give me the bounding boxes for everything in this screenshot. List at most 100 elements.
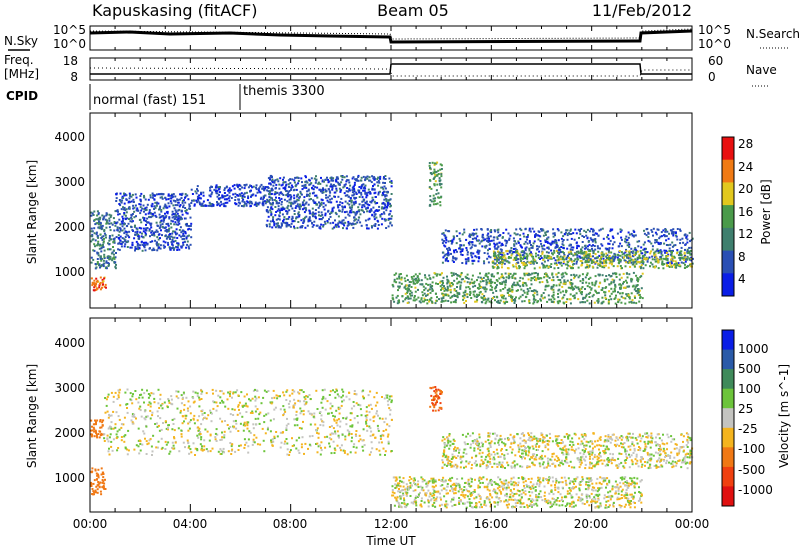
data-cell [125,208,128,211]
data-cell [644,258,647,261]
data-cell [237,198,240,201]
data-cell [213,188,216,191]
data-cell [476,287,479,289]
data-cell [101,214,104,217]
data-cell [172,204,175,207]
data-cell [509,249,512,252]
data-cell [671,251,673,253]
data-cell [118,248,121,251]
data-cell [108,213,111,216]
data-cell [150,222,153,225]
data-cell [665,256,668,259]
data-cell [272,184,275,187]
data-cell [377,176,380,179]
data-cell [101,481,104,484]
data-cell [362,183,365,186]
data-cell [439,273,441,276]
data-cell [353,188,356,190]
data-cell [630,300,633,303]
data-cell [517,289,519,292]
data-cell [169,222,172,225]
data-cell [95,433,98,436]
data-cell [546,281,549,284]
data-cell [565,291,568,294]
data-cell [90,235,93,238]
data-cell [199,197,202,200]
data-cell [249,399,252,402]
data-cell [307,193,310,196]
data-cell [607,266,610,269]
data-cell [552,276,555,279]
data-cell [291,202,294,205]
data-cell [618,258,621,261]
data-cell [459,248,462,251]
data-cell [95,283,98,285]
data-cell [185,396,188,399]
data-cell [119,239,122,242]
data-cell [584,254,587,257]
data-cell [454,299,457,301]
data-cell [156,410,159,413]
data-cell [634,286,637,289]
data-cell [661,254,664,257]
data-cell [180,235,183,238]
data-cell [358,209,361,212]
data-cell [508,256,510,258]
data-cell [690,257,693,260]
data-cell [613,241,616,244]
data-cell [517,240,520,243]
data-cell [599,261,602,264]
data-cell [330,197,333,200]
data-cell [679,228,681,231]
data-cell [174,212,177,215]
data-cell [330,201,333,204]
data-cell [632,235,635,238]
data-cell [355,393,358,396]
data-cell [418,300,421,303]
data-cell [185,208,188,211]
data-cell [113,229,116,232]
data-cell [102,476,105,479]
data-cell [450,284,453,287]
data-cell [185,211,188,214]
data-cell [99,490,102,493]
data-cell [297,193,299,196]
data-cell [366,227,368,230]
data-cell [353,196,356,199]
data-cell [344,211,346,214]
data-cell [112,241,115,244]
data-cell [484,238,487,241]
colorbar-frame [721,136,735,297]
data-cell [120,208,123,211]
data-cell [679,242,682,245]
data-cell [494,281,496,284]
data-cell [291,186,294,188]
data-cell [238,444,241,447]
power-cb-tick-8: 8 [738,250,746,264]
data-cell [417,288,419,291]
data-cell [303,211,306,214]
data-cell [269,430,272,433]
data-cell [93,286,96,289]
data-cell [95,266,98,269]
data-cell [543,296,546,299]
data-cell [116,221,119,224]
data-cell [213,401,216,404]
data-cell [569,293,572,296]
data-cell [121,222,124,225]
data-cell [517,241,520,244]
data-cell [279,211,281,214]
data-cell [173,223,176,226]
data-cell [277,202,279,205]
data-cell [642,255,645,257]
data-cell [268,198,271,201]
data-cell [233,187,236,190]
data-cell [654,239,657,241]
data-cell [450,252,452,255]
data-cell [194,190,197,193]
data-cell [286,442,289,445]
data-cell [586,248,589,251]
data-cell [516,258,519,261]
data-cell [416,279,419,282]
data-cell [150,226,153,229]
